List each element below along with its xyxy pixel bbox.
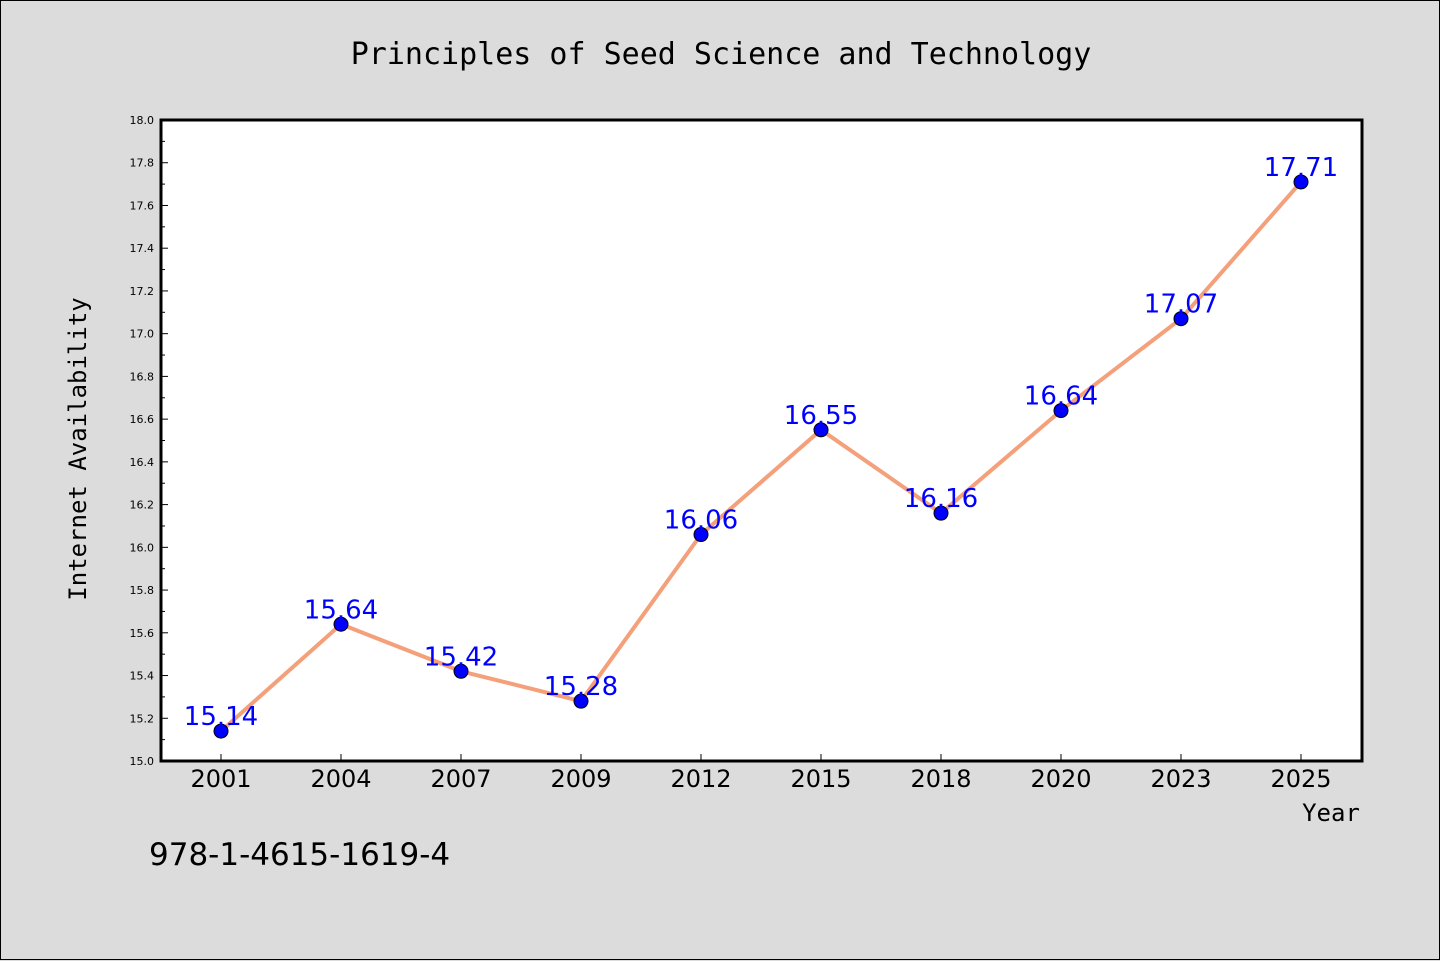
x-tick-label: 2007: [430, 765, 491, 793]
data-point: [453, 663, 469, 679]
data-label: 15.64: [304, 595, 378, 625]
y-tick-label: 16.0: [130, 541, 155, 554]
data-labels: 15.14 15.64 15.42 15.28 16.06 16.55 16.16 16.64…: [184, 153, 1338, 732]
x-tick-label: 2009: [550, 765, 611, 793]
y-tick-label: 17.4: [130, 242, 155, 255]
y-tick-label: 16.4: [130, 456, 155, 469]
x-tick-label: 2015: [790, 765, 851, 793]
x-axis-label: Year: [1302, 799, 1360, 827]
chart-title: Principles of Seed Science and Technolog…: [351, 37, 1092, 72]
data-point: [813, 422, 829, 438]
x-tick-label: 2012: [670, 765, 731, 793]
data-point: [213, 723, 229, 739]
y-tick-label: 16.6: [130, 413, 155, 426]
y-tick-label: 15.8: [130, 584, 155, 597]
plot-area: [161, 120, 1362, 761]
y-tick-label: 16.2: [130, 499, 155, 512]
x-axis: 2001 2004 2007 2009 2012 2015 2018 2020 2023 2025: [190, 754, 1332, 793]
series-line: [219, 180, 1303, 733]
y-tick-label: 15.6: [130, 627, 155, 640]
series-layer: [213, 174, 1309, 739]
y-axis-label: Internet Availability: [64, 297, 92, 600]
data-label: 16.64: [1024, 382, 1098, 412]
data-point: [1053, 403, 1069, 419]
data-label: 15.42: [424, 642, 498, 672]
x-tick-label: 2004: [310, 765, 371, 793]
y-tick-label: 17.2: [130, 285, 155, 298]
data-point: [1173, 311, 1189, 327]
data-point: [333, 616, 349, 632]
y-tick-label: 17.6: [130, 199, 155, 212]
plot-frame: [159, 118, 1364, 763]
x-tick-label: 2001: [190, 765, 251, 793]
y-tick-label: 16.8: [130, 370, 155, 383]
y-tick-label: 15.4: [130, 670, 155, 683]
y-axis: 15.0 15.2 15.4 15.6 15.8 16.0 16.2 16.4 16.6 16.8…: [130, 114, 168, 768]
x-tick-label: 2018: [910, 765, 971, 793]
data-label: 16.16: [904, 484, 978, 514]
y-tick-label: 17.8: [130, 157, 155, 170]
data-point: [573, 693, 589, 709]
x-tick-label: 2025: [1270, 765, 1331, 793]
x-tick-label: 2020: [1030, 765, 1091, 793]
data-label: 17.71: [1264, 153, 1338, 183]
data-label: 17.07: [1144, 290, 1218, 320]
y-tick-label: 15.2: [130, 712, 155, 725]
data-point: [933, 505, 949, 521]
data-label: 16.55: [784, 401, 858, 431]
data-point: [693, 527, 709, 543]
y-tick-label: 18.0: [130, 114, 155, 127]
y-tick-label: 17.0: [130, 328, 155, 341]
y-tick-label: 15.0: [130, 755, 155, 768]
data-label: 16.06: [664, 506, 738, 536]
data-label: 15.28: [544, 672, 618, 702]
data-point: [1293, 174, 1309, 190]
x-tick-label: 2023: [1150, 765, 1211, 793]
isbn-footer: 978-1-4615-1619-4: [149, 837, 450, 873]
data-label: 15.14: [184, 702, 258, 732]
